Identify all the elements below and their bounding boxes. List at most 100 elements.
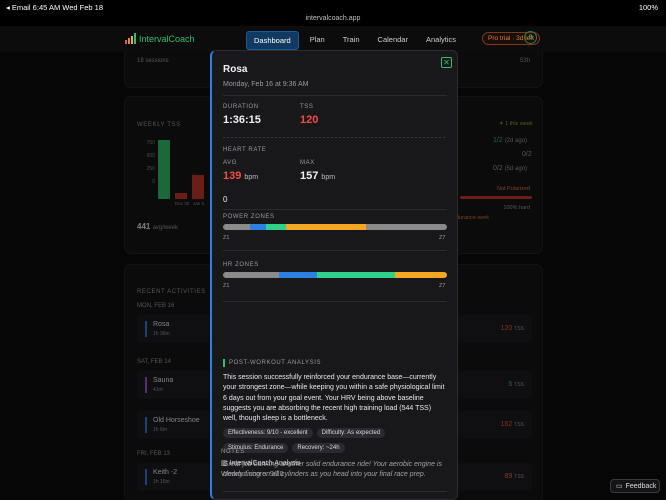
divider bbox=[223, 137, 447, 138]
power-zones-title: POWER ZONES bbox=[223, 214, 275, 220]
activity-color-bar bbox=[145, 377, 147, 393]
zone-segment bbox=[279, 272, 318, 278]
hr-zones-bar bbox=[223, 272, 447, 278]
brand-logo[interactable]: IntervalCoach bbox=[125, 33, 195, 44]
tss-bar-label: Dec 30 bbox=[175, 201, 190, 206]
hr-max: 157 bpm bbox=[300, 170, 335, 182]
bpm-unit: bpm bbox=[244, 174, 259, 181]
duration-label: DURATION bbox=[223, 104, 259, 110]
activity-tss: 89 TSS bbox=[505, 473, 524, 480]
zone-start: Z1 bbox=[223, 283, 230, 289]
encouragement-text: Great job banking another solid enduranc… bbox=[223, 461, 442, 478]
effectiveness-chip: Effectiveness: 9/10 - excellent bbox=[223, 428, 313, 438]
day-header: SAT, FEB 14 bbox=[137, 359, 171, 365]
activity-tss: 5 TSS bbox=[508, 381, 524, 388]
activity-name: Sauna bbox=[153, 377, 174, 384]
intensity-label: (5d ago) bbox=[504, 166, 528, 172]
notes-line: ▥ IntervalCoach Analysis bbox=[221, 459, 300, 467]
zone-end: Z7 bbox=[439, 235, 446, 241]
hr-max-label: MAX bbox=[300, 160, 315, 166]
status-left: ◂ Email 6:45 AM Wed Feb 18 bbox=[6, 3, 104, 12]
activity-tss: 120 TSS bbox=[501, 325, 524, 332]
zone-segment bbox=[317, 272, 396, 278]
activity-detail-modal: Rosa ✕ Monday, Feb 16 at 9:36 AM DURATIO… bbox=[210, 50, 458, 500]
status-bar: ◂ Email 6:45 AM Wed Feb 18 100% bbox=[0, 0, 666, 14]
modal-title: Rosa bbox=[223, 64, 248, 75]
user-avatar[interactable]: S bbox=[524, 31, 537, 44]
analysis-text: This session successfully reinforced you… bbox=[223, 374, 445, 423]
activity-date: Monday, Feb 16 at 9:36 AM bbox=[223, 81, 309, 88]
tss-tick: 750 bbox=[146, 140, 155, 146]
activity-tss-value: 5 bbox=[508, 381, 513, 388]
divider bbox=[223, 95, 447, 96]
heart-rate-title: HEART RATE bbox=[223, 147, 267, 153]
nav-plan[interactable]: Plan bbox=[309, 35, 325, 44]
hr-avg-label: AVG bbox=[223, 160, 238, 166]
zone-segment bbox=[366, 224, 447, 230]
intensity-value: 0/2 bbox=[522, 151, 532, 158]
post-workout-header: POST-WORKOUT ANALYSIS bbox=[223, 359, 321, 367]
zone-segment bbox=[249, 224, 266, 230]
logo-bars-icon bbox=[125, 33, 136, 44]
polarized-status: Not Polarized bbox=[496, 186, 530, 192]
duration-value: 1:36:15 bbox=[223, 114, 261, 126]
tss-tick: 500 bbox=[146, 153, 155, 159]
battery-status: 100% bbox=[638, 3, 658, 12]
top-nav: IntervalCoach Dashboard Plan Train Calen… bbox=[0, 26, 666, 52]
nav-analytics[interactable]: Analytics bbox=[425, 35, 456, 44]
brand-name: IntervalCoach bbox=[139, 33, 195, 44]
recovery-chip: Recovery: ~24h bbox=[292, 443, 345, 453]
activity-name: Keith -2 bbox=[153, 469, 178, 476]
post-workout-title: POST-WORKOUT ANALYSIS bbox=[229, 360, 322, 366]
this-week-text: 1 this week bbox=[505, 121, 533, 127]
tss-label: TSS bbox=[300, 104, 314, 110]
feedback-label: Feedback bbox=[625, 482, 657, 490]
hr-zones-title: HR ZONES bbox=[223, 262, 259, 268]
nav-dashboard[interactable]: Dashboard bbox=[246, 31, 299, 50]
power-zones-bar bbox=[223, 224, 447, 230]
tss-tick: 0 bbox=[152, 179, 155, 185]
tss-tick: 250 bbox=[146, 166, 155, 172]
notes-score: Workout score: 9/10 bbox=[221, 471, 284, 478]
activity-color-bar bbox=[145, 321, 147, 337]
tss-unit: TSS bbox=[514, 382, 524, 388]
hr-max-value: 157 bbox=[300, 170, 319, 182]
intensity-value: 1/2 bbox=[493, 137, 503, 144]
nav-links: Dashboard Plan Train Calendar Analytics bbox=[246, 31, 463, 50]
zone-segment bbox=[223, 224, 250, 230]
hr-avg-value: 139 bbox=[223, 170, 242, 182]
chat-icon: ▭ bbox=[616, 483, 623, 490]
divider bbox=[223, 491, 447, 492]
hr-avg: 139 bpm bbox=[223, 170, 258, 182]
endurance-work: durance work bbox=[456, 215, 490, 221]
day-header: MON, FEB 16 bbox=[137, 303, 175, 309]
zone-start: Z1 bbox=[223, 235, 230, 241]
zone-end: Z7 bbox=[439, 283, 446, 289]
divider bbox=[223, 301, 447, 302]
sessions-count: 18 sessions bbox=[137, 58, 169, 64]
tss-bar bbox=[175, 193, 187, 199]
chip-row: Effectiveness: 9/10 - excellent Difficul… bbox=[223, 428, 447, 438]
tss-bar bbox=[192, 175, 204, 199]
intensity-row: 0/2 bbox=[522, 151, 532, 158]
avg-week-unit: avg/week bbox=[152, 225, 178, 231]
close-icon: ✕ bbox=[443, 58, 450, 67]
close-button[interactable]: ✕ bbox=[441, 57, 452, 68]
intensity-row: 0/2 (5d ago) bbox=[493, 165, 527, 172]
intensity-value: 0/2 bbox=[493, 165, 503, 172]
feedback-button[interactable]: ▭ Feedback bbox=[610, 479, 660, 493]
tss-value: 120 bbox=[300, 114, 319, 126]
nav-calendar[interactable]: Calendar bbox=[377, 35, 408, 44]
activity-tss-value: 89 bbox=[504, 473, 513, 480]
url-bar[interactable]: intervalcoach.app bbox=[0, 14, 666, 26]
tss-bar bbox=[158, 140, 170, 199]
avg-week: 441 avg/week bbox=[137, 222, 178, 231]
chip-row: Stimulus: Endurance Recovery: ~24h bbox=[223, 443, 447, 453]
activity-duration: 1h 16m bbox=[153, 479, 170, 485]
notes-title: NOTES bbox=[221, 449, 245, 455]
zone-segment bbox=[223, 272, 279, 278]
nav-train[interactable]: Train bbox=[342, 35, 360, 44]
activity-tss-value: 120 bbox=[500, 325, 513, 332]
tss-bar-label: Jan 6 bbox=[193, 201, 205, 206]
tss-unit: TSS bbox=[514, 474, 524, 480]
